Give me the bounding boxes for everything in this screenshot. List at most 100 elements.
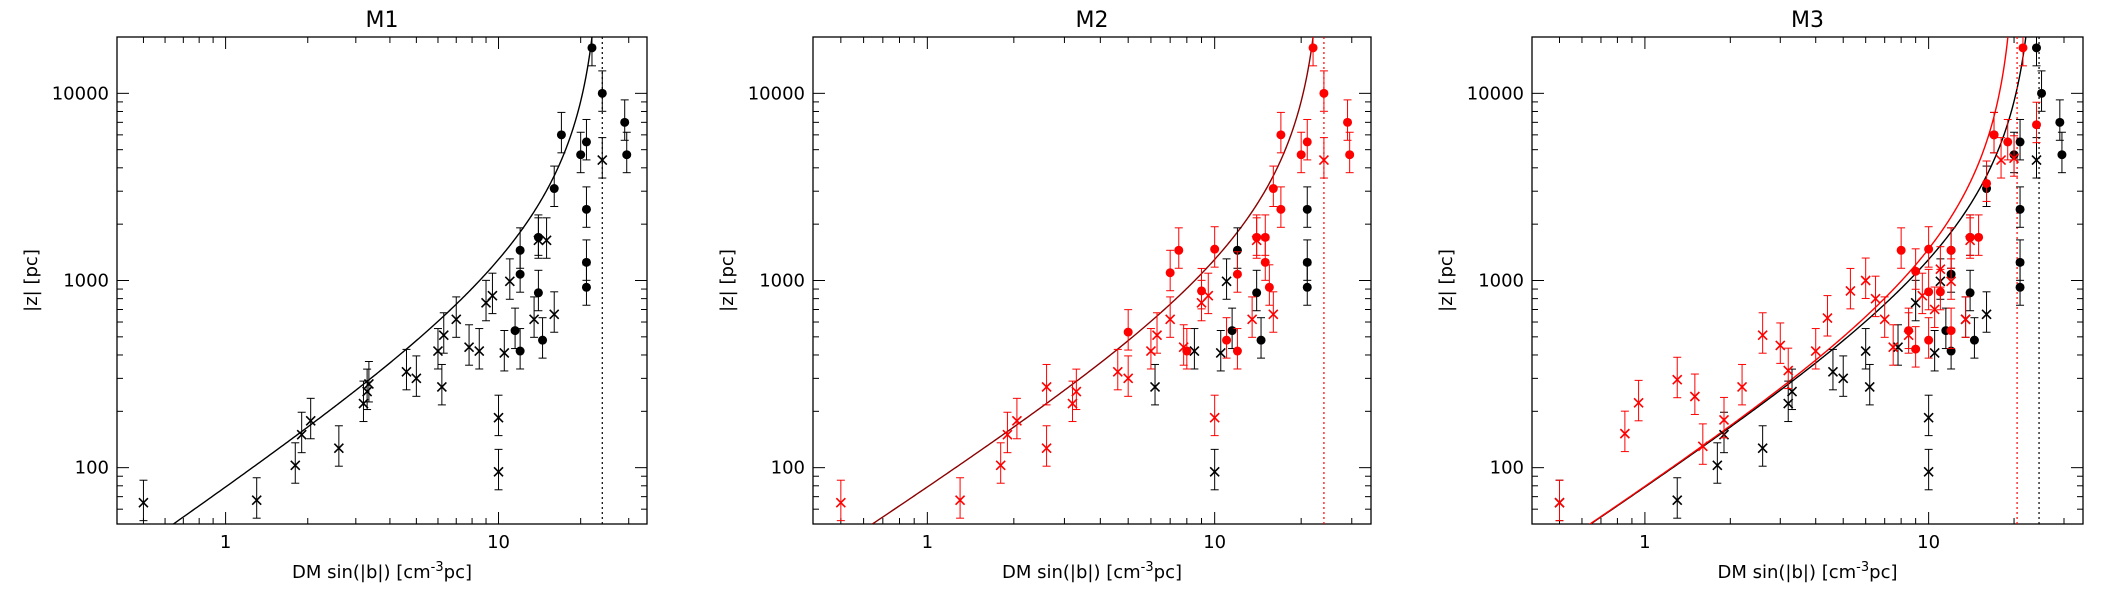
- data-point-cross: [1810, 345, 1821, 357]
- data-point-cross: [1165, 314, 1176, 325]
- panel-m1: M1 1 10 100 1000 10000 DM sin(|b|) [cm-3pc] |z|…: [21, 8, 648, 583]
- data-point-cross: [305, 415, 316, 426]
- data-point-cross: [438, 330, 449, 341]
- data-point-circle: [1345, 150, 1355, 160]
- data-point-cross: [474, 345, 485, 357]
- model-curve: [871, 37, 1314, 524]
- data-point-cross: [1554, 497, 1565, 508]
- data-point-circle: [581, 282, 591, 292]
- plot-frame: [116, 36, 648, 525]
- data-point-cross: [1935, 264, 1946, 275]
- data-point-cross: [451, 314, 462, 325]
- data-point-cross: [1757, 443, 1768, 454]
- data-point-cross: [1633, 397, 1644, 408]
- data-point-circle: [1924, 335, 1934, 345]
- data-point-cross: [1002, 429, 1013, 440]
- data-point-cross: [1981, 309, 1992, 320]
- data-point-cross: [1067, 398, 1078, 409]
- x-axis-label: DM sin(|b|) [cm-3pc]: [1002, 560, 1182, 583]
- data-point-circle: [538, 335, 548, 345]
- data-point-cross: [1145, 345, 1156, 357]
- data-point-circle: [1935, 287, 1945, 297]
- x-tick-label: 10: [1203, 532, 1226, 553]
- data-point-circle: [549, 184, 559, 194]
- data-point-circle: [1896, 245, 1906, 255]
- data-point-circle: [2018, 43, 2028, 53]
- data-point-circle: [1946, 326, 1956, 336]
- y-axis-label: |z| [pc]: [1436, 249, 1457, 312]
- plot-area: [1554, 37, 2067, 524]
- y-tick-label: 10000: [52, 83, 109, 104]
- data-point-circle: [1276, 204, 1286, 214]
- data-point-cross: [1879, 314, 1890, 325]
- data-point-circle: [1260, 257, 1270, 267]
- data-point-cross: [1892, 342, 1904, 353]
- data-point-cross: [835, 497, 846, 508]
- data-point-cross: [541, 235, 552, 246]
- panel-m3: M3 1 10 100 1000 10000 DM sin(|b|) [cm-3pc] |z|…: [1436, 8, 2084, 583]
- data-point-circle: [1232, 346, 1242, 356]
- data-point-circle: [1924, 244, 1934, 254]
- data-point-cross: [1318, 155, 1329, 166]
- x-tick-label: 10: [1917, 532, 1940, 553]
- data-point-circle: [1276, 130, 1286, 140]
- y-tick-label: 10000: [748, 83, 805, 104]
- data-point-circle: [1222, 335, 1232, 345]
- data-point-cross: [1112, 366, 1123, 377]
- data-point-cross: [1697, 441, 1708, 452]
- y-tick-label: 100: [1490, 458, 1524, 479]
- data-point-circle: [1924, 287, 1934, 297]
- data-point-circle: [1319, 88, 1329, 98]
- data-point-cross: [1189, 345, 1200, 357]
- data-point-circle: [510, 326, 520, 336]
- data-point-circle: [1302, 137, 1312, 147]
- data-point-circle: [2032, 120, 2042, 130]
- data-point-cross: [432, 345, 444, 357]
- data-point-cross: [1860, 345, 1871, 357]
- data-point-cross: [333, 443, 344, 454]
- data-point-cross: [1827, 366, 1839, 377]
- x-axis-label: DM sin(|b|) [cm-3pc]: [1717, 560, 1897, 583]
- data-point-cross: [1672, 495, 1683, 506]
- data-point-circle: [581, 204, 591, 214]
- data-point-cross: [1151, 330, 1163, 341]
- data-point-circle: [1302, 282, 1312, 292]
- data-point-cross: [1672, 374, 1683, 385]
- data-point-cross: [436, 381, 447, 392]
- data-point-cross: [1712, 460, 1723, 471]
- data-point-cross: [1860, 275, 1871, 286]
- y-tick-label: 1000: [1478, 271, 1524, 292]
- data-point-cross: [1870, 293, 1881, 304]
- chart-title: M2: [1076, 8, 1109, 33]
- model-curve: [172, 37, 593, 524]
- data-point-circle: [2015, 137, 2025, 147]
- data-point-cross: [1718, 414, 1730, 425]
- data-point-cross: [499, 347, 510, 359]
- data-point-cross: [1845, 285, 1856, 296]
- data-point-cross: [1838, 373, 1849, 384]
- x-tick-label: 1: [1639, 532, 1650, 553]
- data-point-cross: [1149, 381, 1161, 392]
- x-axis-label: DM sin(|b|) [cm-3pc]: [292, 560, 472, 583]
- data-point-cross: [529, 314, 540, 325]
- data-point-cross: [1864, 381, 1875, 392]
- data-point-circle: [515, 269, 525, 279]
- x-tick-label: 1: [220, 532, 231, 553]
- data-point-circle: [622, 150, 632, 160]
- data-point-cross: [493, 466, 504, 477]
- data-point-circle: [1974, 232, 1984, 242]
- data-point-circle: [1965, 288, 1975, 298]
- data-point-cross: [1903, 330, 1914, 341]
- data-point-circle: [1232, 269, 1242, 279]
- data-point-circle: [1969, 335, 1979, 345]
- data-point-circle: [2055, 117, 2065, 127]
- y-axis-label: |z| [pc]: [21, 249, 42, 312]
- data-point-cross: [1929, 347, 1940, 359]
- data-point-cross: [1268, 309, 1279, 320]
- data-point-circle: [1982, 178, 1992, 188]
- y-tick-label: 1000: [63, 271, 109, 292]
- plot-frame: [812, 36, 1372, 525]
- data-point-cross: [1071, 386, 1082, 397]
- data-point-circle: [2003, 137, 2013, 147]
